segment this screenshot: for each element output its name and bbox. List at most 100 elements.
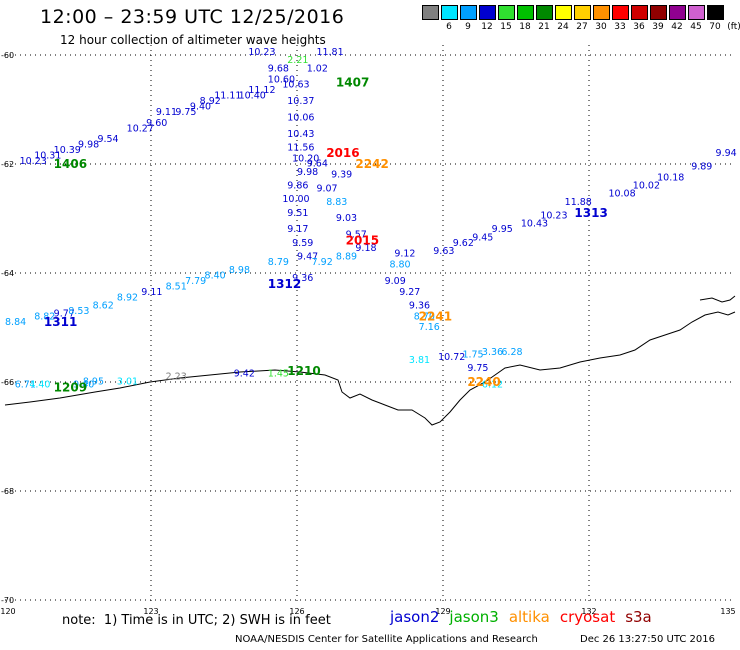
wave-height-value: 10.23 [248,47,275,58]
wave-height-value: 6.12 [482,379,503,390]
wave-height-value: 9.54 [97,134,118,145]
legend-label: 9 [465,22,471,32]
wave-height-value: 8.84 [5,317,26,328]
wave-height-value: 9.40 [190,102,211,113]
satellite-name: s3a [625,608,652,626]
legend-label: 6 [446,22,452,32]
wave-height-value: 9.86 [287,181,308,192]
wave-height-value: 8.92 [200,96,221,107]
legend-label: 27 [576,22,588,32]
lat-lon-grid [5,45,735,605]
wave-height-value: 11.12 [248,85,275,96]
wave-height-value: 2.23 [166,371,187,382]
legend-swatch [479,5,496,20]
wave-height-value: 6.71 [15,379,36,390]
lat-tick-label: -64 [1,269,14,278]
wave-height-value: 8.51 [166,281,187,292]
wave-height-value: 8.98 [229,265,250,276]
legend-label: 12 [481,22,493,32]
wave-height-value: 11.11 [214,91,241,102]
legend-unit: (ft) [727,22,740,32]
wave-height-value: 2.21 [287,55,308,66]
track-time-label: 2242 [355,157,388,171]
track-time-label: 1312 [268,277,301,291]
wave-height-value: 10.63 [282,80,309,91]
track-time-label: 2015 [346,233,379,247]
credit-line: NOAA/NESDIS Center for Satellite Applica… [235,634,538,645]
wave-height-value: 9.95 [492,224,513,235]
wave-height-value: 9.09 [385,276,406,287]
legend-swatch [555,5,572,20]
wave-height-value: 9.40 [73,379,94,390]
legend-swatch [498,5,515,20]
lat-tick-label: -68 [1,487,14,496]
wave-height-value: 10.72 [438,352,465,363]
map-title: 12:00 – 23:59 UTC 12/25/2016 [40,6,345,28]
wave-height-value: 9.98 [297,167,318,178]
wave-height-value: 10.06 [287,112,314,123]
legend-label: 18 [519,22,531,32]
track-time-label: 2241 [419,310,452,324]
wave-height-value: 8.62 [93,300,114,311]
legend-label: 42 [671,22,683,32]
wave-height-value: 3.81 [409,355,430,366]
wave-height-labels: 10.2310.3110.399.989.5410.279.609.119.75… [5,47,737,390]
wave-height-value: 6.28 [501,347,522,358]
wave-height-value: 10.20 [292,153,319,164]
wave-height-value: 9.94 [716,148,737,159]
lon-tick-label: 135 [720,607,735,616]
wave-height-value: 7.92 [312,257,333,268]
legend-swatch [688,5,705,20]
wave-height-value: 8.80 [389,260,410,271]
wave-height-value: 9.89 [691,161,712,172]
legend-swatch [631,5,648,20]
track-time-label: 1406 [54,157,87,171]
wave-height-value: 9.68 [268,63,289,74]
legend-swatch [669,5,686,20]
map-subtitle: 12 hour collection of altimeter wave hei… [60,33,326,47]
legend-swatch [422,5,439,20]
wave-height-value: 10.18 [657,172,684,183]
wave-height-value: 9.77 [54,309,75,320]
legend-swatch [650,5,667,20]
wave-height-value: 1.02 [307,63,328,74]
wave-height-value: 9.27 [399,287,420,298]
wave-height-value: 10.43 [521,219,548,230]
legend-label: 45 [690,22,702,32]
legend-swatch [574,5,591,20]
legend-label: 24 [557,22,569,32]
lon-tick-label: 129 [435,607,450,616]
wave-height-value: 8.89 [336,251,357,262]
legend-swatch [460,5,477,20]
wave-height-value: 8.70 [414,311,435,322]
wave-height-value: 9.63 [433,246,454,257]
wave-height-value: 8.82 [34,311,55,322]
wave-height-value: 1.75 [462,349,483,360]
wave-height-value: 11.56 [287,142,314,153]
coastline-island [699,295,736,303]
wave-height-value: 3.01 [117,377,138,388]
wave-height-value: 9.36 [409,300,430,311]
wave-height-value: 1.45 [268,369,289,380]
wave-height-value: 10.23 [540,211,567,222]
satellite-name: altika [508,608,550,626]
satellite-name: jason2 [390,608,440,626]
wave-height-value: 9.11 [141,287,162,298]
wave-height-value: 10.39 [54,145,81,156]
wave-height-value: 9.75 [467,363,488,374]
track-time-label: 1311 [44,315,77,329]
generated-time: Dec 26 13:27:50 UTC 2016 [580,634,715,645]
wave-height-value: 9.60 [146,118,167,129]
wave-height-value: 10.31 [34,151,61,162]
wave-height-value: 9.62 [453,238,474,249]
legend-label: 21 [538,22,550,32]
wave-height-value: 9.47 [297,251,318,262]
legend-label: 33 [614,22,626,32]
wave-height-value: 9.59 [292,238,313,249]
satellite-key: jason2 jason3 altika cryosat s3a [390,608,662,626]
wave-height-value: 7.79 [185,276,206,287]
wave-height-value: 8.95 [83,377,104,388]
footer-note: note: 1) Time is in UTC; 2) SWH is in fe… [62,613,331,628]
